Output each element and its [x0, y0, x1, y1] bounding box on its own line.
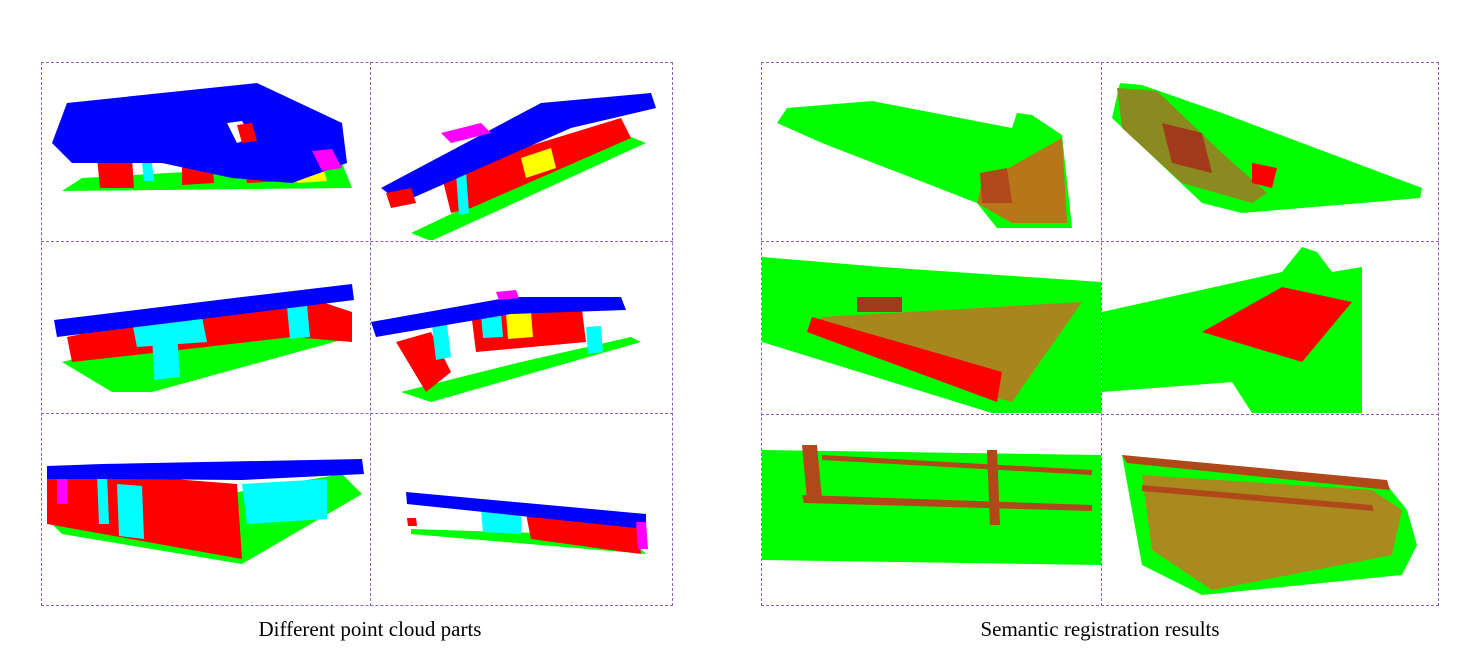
point-cloud-part-5: [42, 414, 370, 605]
point-cloud-part-2: [371, 63, 672, 240]
registration-result-5: [762, 415, 1101, 605]
point-cloud-part-3: [42, 242, 370, 412]
point-cloud-part-4: [371, 242, 672, 412]
registration-result-6: [1102, 415, 1438, 605]
point-cloud-parts-panel: [41, 62, 673, 606]
point-cloud-part-6: [371, 414, 672, 605]
registration-result-1: [762, 63, 1101, 240]
left-panel-divider-row1: [41, 241, 673, 242]
right-panel-divider-row1: [761, 241, 1439, 242]
registration-result-4: [1102, 242, 1438, 413]
semantic-registration-panel: [761, 62, 1439, 606]
point-cloud-part-1: [42, 63, 370, 240]
caption-point-cloud-parts: Different point cloud parts: [258, 617, 482, 641]
registration-result-3: [762, 242, 1101, 413]
right-panel-divider-row2: [761, 414, 1439, 415]
caption-semantic-registration: Semantic registration results: [980, 617, 1220, 641]
registration-result-2: [1102, 63, 1438, 240]
right-panel-divider-vertical: [1101, 62, 1102, 606]
left-panel-divider-vertical: [370, 62, 371, 606]
left-panel-divider-row2: [41, 413, 673, 414]
